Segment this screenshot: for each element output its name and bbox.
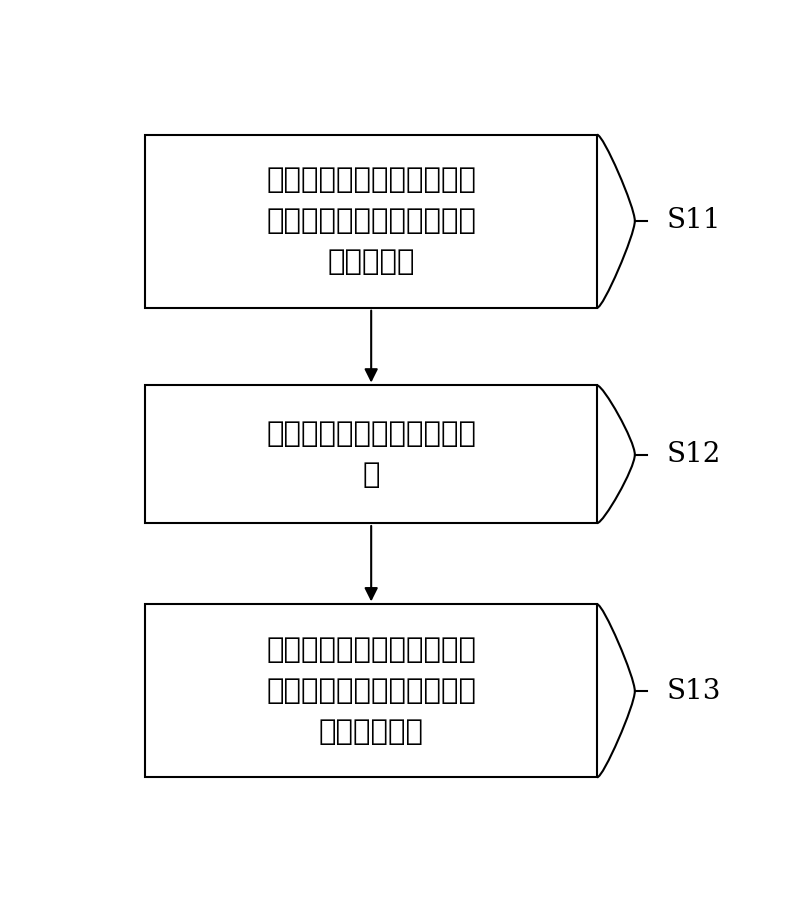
Text: 确定三维温度云图的坐标位
置: 确定三维温度云图的坐标位 置 xyxy=(266,420,476,489)
Text: S13: S13 xyxy=(666,678,721,704)
Text: S12: S12 xyxy=(666,441,721,468)
Bar xyxy=(145,385,597,523)
Bar xyxy=(145,135,597,308)
Text: 根据三维温度云图的坐标位
置和空间划分，完善三维温
度云图的曲面: 根据三维温度云图的坐标位 置和空间划分，完善三维温 度云图的曲面 xyxy=(266,635,476,746)
Bar xyxy=(145,604,597,778)
Text: 根据预设的三维温度云图的
长宽及网格分辨率划分监控
机房的空间: 根据预设的三维温度云图的 长宽及网格分辨率划分监控 机房的空间 xyxy=(266,166,476,276)
Text: S11: S11 xyxy=(666,207,721,235)
